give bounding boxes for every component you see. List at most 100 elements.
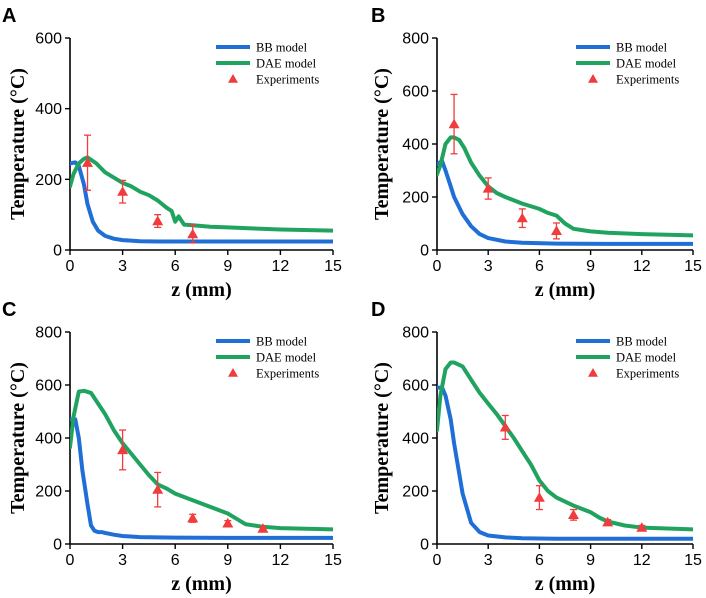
- experiment-point: [602, 516, 614, 527]
- plot-area: [437, 135, 693, 246]
- experiment-point: [152, 215, 164, 226]
- bb-model-line: [437, 385, 693, 541]
- bb-model-line: [437, 159, 693, 246]
- panel-letter: B: [371, 5, 385, 27]
- y-tick-label: 800: [402, 31, 429, 48]
- x-tick-label: 12: [272, 258, 290, 275]
- experiment-point: [448, 118, 460, 129]
- bb-model-line: [70, 160, 333, 244]
- y-tick-label: 0: [420, 537, 429, 554]
- legend-label-bb: BB model: [256, 335, 308, 349]
- y-tick-label: 600: [35, 378, 62, 395]
- experiment-point: [222, 517, 234, 528]
- experiment-point: [516, 212, 528, 223]
- panel-a: A 0 3 6 9 12 15 0 200 400 600 z (mm) Temperature (°C…: [2, 5, 342, 301]
- y-axis-title: Temperature (°C): [371, 362, 393, 514]
- x-tick-label: 3: [484, 258, 493, 275]
- legend-label-bb: BB model: [256, 41, 308, 55]
- y-tick-label: 800: [35, 325, 62, 342]
- plot-area: [70, 388, 333, 540]
- x-tick-label: 0: [433, 258, 442, 275]
- x-tick-label: 12: [633, 552, 651, 569]
- legend-label-dae: DAE model: [256, 57, 317, 71]
- experiment-point: [499, 421, 511, 432]
- y-tick-label: 200: [402, 484, 429, 501]
- x-axis-title: z (mm): [535, 279, 596, 301]
- legend-swatch-exp: [588, 368, 598, 377]
- y-tick-label: 200: [35, 172, 62, 189]
- y-tick-label: 600: [402, 378, 429, 395]
- y-axis-title: Temperature (°C): [7, 68, 29, 220]
- experiment-point: [568, 509, 579, 519]
- y-tick-label: 400: [35, 431, 62, 448]
- x-tick-label: 6: [535, 258, 544, 275]
- dae-model-line: [70, 155, 333, 233]
- x-tick-label: 15: [684, 552, 702, 569]
- legend-label-dae: DAE model: [616, 351, 677, 365]
- legend-label-dae: DAE model: [616, 57, 677, 71]
- experiment-point: [82, 157, 93, 167]
- x-tick-label: 3: [118, 552, 127, 569]
- experiment-point: [257, 523, 269, 533]
- experiment-point: [117, 444, 129, 455]
- y-axis-title: Temperature (°C): [7, 362, 29, 514]
- panel-b: B 0 3 6 9 12 15 0 200 400 600 800 z (mm) Temperature …: [371, 5, 702, 301]
- experiment-point: [551, 225, 562, 235]
- panel-c: C 0 3 6 9 12 15 0 200 400 600 800 z (mm) Temperature …: [2, 299, 342, 595]
- y-tick-label: 400: [402, 137, 429, 154]
- x-tick-label: 15: [324, 552, 342, 569]
- bb-model-line: [70, 417, 333, 540]
- legend-label-exp: Experiments: [256, 73, 319, 87]
- x-tick-label: 9: [223, 552, 232, 569]
- legend-swatch-exp: [228, 368, 238, 377]
- x-tick-label: 6: [535, 552, 544, 569]
- x-tick-label: 15: [684, 258, 702, 275]
- x-tick-label: 12: [272, 552, 290, 569]
- legend-label-exp: Experiments: [256, 367, 319, 381]
- experiment-point: [636, 522, 648, 532]
- experiment-point: [187, 228, 199, 239]
- x-tick-label: 12: [633, 258, 651, 275]
- legend-label-exp: Experiments: [616, 367, 679, 381]
- plot-area: [70, 155, 333, 244]
- x-axis-title: z (mm): [535, 573, 596, 595]
- x-tick-label: 6: [171, 258, 180, 275]
- y-tick-label: 400: [402, 431, 429, 448]
- x-tick-label: 9: [586, 552, 595, 569]
- panel-d: D 0 3 6 9 12 15 0 200 400 600 800 z (mm) Temperature …: [371, 299, 702, 595]
- y-tick-label: 800: [402, 325, 429, 342]
- legend: BB model DAE model Experiments: [576, 335, 679, 381]
- legend: BB model DAE model Experiments: [576, 41, 679, 87]
- experiment-point: [117, 186, 129, 196]
- experiment-point: [482, 183, 494, 193]
- panel-letter: A: [2, 5, 16, 27]
- legend-label-bb: BB model: [616, 335, 668, 349]
- x-tick-label: 9: [223, 258, 232, 275]
- dae-model-line: [437, 360, 693, 532]
- x-tick-label: 0: [66, 552, 75, 569]
- y-axis-title: Temperature (°C): [371, 68, 393, 220]
- dae-model-line: [437, 135, 693, 238]
- x-tick-label: 6: [171, 552, 180, 569]
- panel-letter: C: [2, 299, 16, 321]
- y-tick-label: 0: [53, 243, 62, 260]
- dae-model-line: [70, 388, 333, 532]
- x-tick-label: 3: [484, 552, 493, 569]
- legend-label-exp: Experiments: [616, 73, 679, 87]
- panel-letter: D: [371, 299, 385, 321]
- legend-label-dae: DAE model: [256, 351, 317, 365]
- y-tick-label: 600: [35, 31, 62, 48]
- experiment-point: [533, 492, 545, 502]
- y-tick-label: 400: [35, 101, 62, 118]
- legend: BB model DAE model Experiments: [216, 335, 319, 381]
- y-tick-label: 0: [53, 537, 62, 554]
- x-tick-label: 15: [324, 258, 342, 275]
- legend-label-bb: BB model: [616, 41, 668, 55]
- x-axis-title: z (mm): [171, 573, 232, 595]
- y-tick-label: 0: [420, 243, 429, 260]
- experiment-point: [152, 484, 164, 494]
- x-axis-title: z (mm): [171, 279, 232, 301]
- x-tick-label: 9: [586, 258, 595, 275]
- x-tick-label: 0: [433, 552, 442, 569]
